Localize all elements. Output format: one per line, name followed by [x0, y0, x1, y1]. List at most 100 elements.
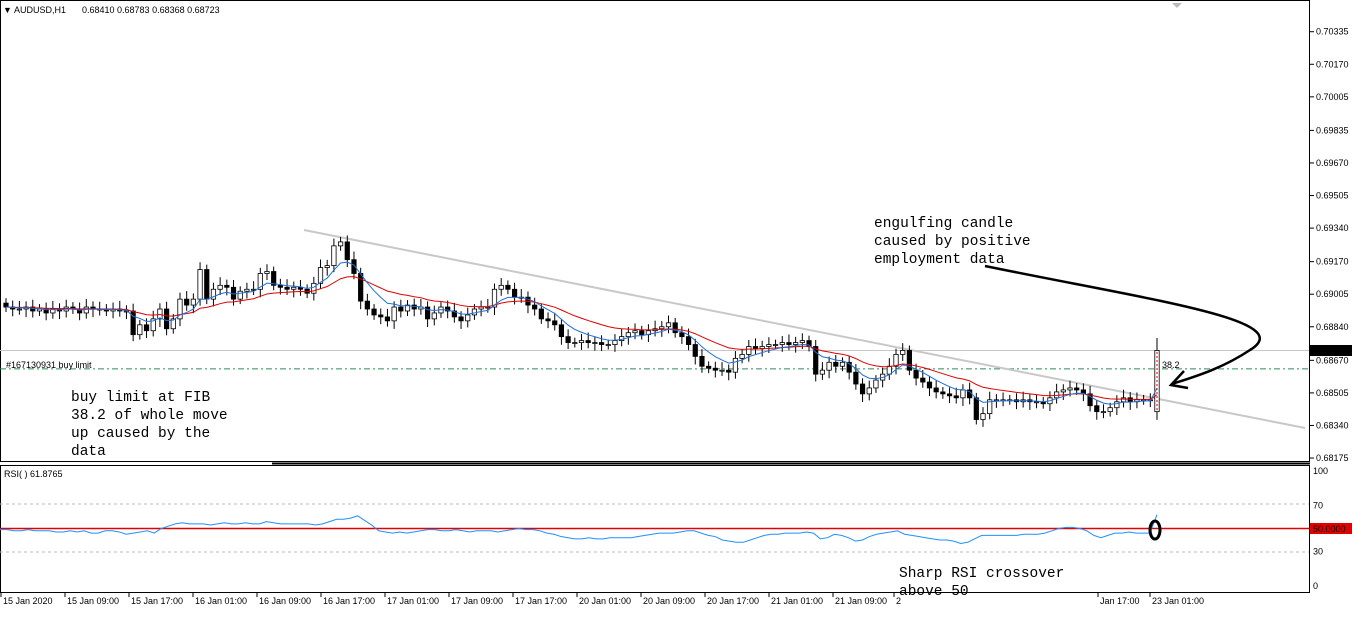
candle[interactable]: [271, 271, 277, 286]
candle[interactable]: [257, 273, 263, 290]
candle[interactable]: [1067, 387, 1073, 391]
candle[interactable]: [993, 399, 999, 402]
candle[interactable]: [284, 286, 290, 290]
candle[interactable]: [953, 395, 959, 399]
candle[interactable]: [665, 322, 672, 328]
candle[interactable]: [692, 344, 698, 357]
candle[interactable]: [980, 413, 986, 420]
candle[interactable]: [565, 336, 571, 343]
candle[interactable]: [204, 269, 210, 300]
candle[interactable]: [793, 342, 799, 345]
candle[interactable]: [43, 308, 49, 314]
candle[interactable]: [143, 324, 150, 332]
candle[interactable]: [920, 377, 926, 383]
candle[interactable]: [706, 365, 712, 369]
candle[interactable]: [552, 320, 558, 326]
candle[interactable]: [973, 397, 979, 420]
candle[interactable]: [485, 306, 491, 309]
candle[interactable]: [170, 318, 176, 330]
candle[interactable]: [317, 267, 324, 284]
candle[interactable]: [471, 308, 478, 316]
trendline[interactable]: [303, 229, 1306, 429]
candle[interactable]: [378, 314, 384, 318]
candle[interactable]: [699, 355, 705, 367]
candle[interactable]: [893, 354, 899, 367]
candle[interactable]: [458, 316, 464, 322]
candle[interactable]: [511, 288, 518, 298]
candle[interactable]: [344, 241, 350, 261]
candle[interactable]: [779, 342, 785, 345]
candle[interactable]: [940, 391, 946, 395]
candle[interactable]: [150, 318, 156, 332]
candle[interactable]: [538, 308, 544, 320]
candle[interactable]: [585, 340, 591, 343]
candle[interactable]: [50, 308, 56, 314]
candle[interactable]: [679, 332, 685, 338]
candle[interactable]: [659, 326, 665, 330]
candle[interactable]: [866, 387, 872, 395]
candle[interactable]: [1100, 411, 1107, 414]
candle[interactable]: [913, 369, 919, 379]
candle[interactable]: [1120, 397, 1127, 403]
candle[interactable]: [605, 344, 611, 346]
candle[interactable]: [833, 361, 839, 367]
candle[interactable]: [826, 361, 832, 371]
candle[interactable]: [197, 269, 203, 300]
candle[interactable]: [592, 342, 598, 344]
candle[interactable]: [1107, 407, 1113, 413]
candle[interactable]: [578, 340, 585, 343]
candle[interactable]: [1087, 393, 1093, 407]
candle[interactable]: [478, 306, 484, 310]
chart-shift-marker-icon[interactable]: [1172, 3, 1182, 8]
candle[interactable]: [1114, 401, 1120, 409]
candle[interactable]: [291, 286, 297, 290]
candle[interactable]: [926, 381, 933, 389]
candle[interactable]: [264, 271, 270, 274]
candle[interactable]: [545, 318, 551, 322]
candle[interactable]: [445, 306, 451, 312]
candle[interactable]: [987, 399, 993, 415]
candle[interactable]: [933, 387, 939, 393]
candle[interactable]: [324, 265, 330, 268]
candle[interactable]: [625, 332, 631, 338]
candle[interactable]: [184, 298, 190, 306]
collapse-triangle-icon[interactable]: ▼: [3, 5, 12, 15]
candle[interactable]: [190, 298, 196, 306]
candle[interactable]: [364, 300, 370, 310]
candle[interactable]: [498, 284, 504, 290]
candle[interactable]: [732, 357, 739, 373]
candle[interactable]: [311, 282, 317, 294]
candle[interactable]: [726, 369, 732, 373]
candle[interactable]: [351, 259, 357, 274]
candle[interactable]: [331, 245, 337, 266]
candle[interactable]: [739, 354, 745, 359]
candle[interactable]: [505, 284, 511, 290]
candle[interactable]: [612, 340, 618, 345]
candle[interactable]: [746, 346, 752, 355]
candle[interactable]: [358, 273, 364, 302]
candle[interactable]: [572, 342, 578, 344]
candle[interactable]: [719, 369, 725, 372]
candle[interactable]: [431, 312, 437, 320]
candle[interactable]: [1033, 401, 1040, 404]
candle[interactable]: [424, 306, 431, 320]
candle[interactable]: [846, 361, 852, 373]
candle[interactable]: [337, 241, 344, 247]
candle[interactable]: [839, 361, 846, 367]
candle[interactable]: [946, 393, 953, 397]
candle[interactable]: [1094, 405, 1100, 413]
candle[interactable]: [859, 383, 866, 395]
candle[interactable]: [137, 324, 143, 336]
candle[interactable]: [672, 322, 678, 334]
candle[interactable]: [752, 346, 759, 349]
candle[interactable]: [632, 330, 638, 334]
candle[interactable]: [532, 304, 538, 310]
candle[interactable]: [819, 369, 826, 375]
candle[interactable]: [384, 316, 391, 322]
candle[interactable]: [398, 306, 404, 312]
candle[interactable]: [786, 342, 792, 345]
candle[interactable]: [639, 330, 645, 336]
candle[interactable]: [3, 302, 9, 308]
candle[interactable]: [391, 306, 397, 322]
